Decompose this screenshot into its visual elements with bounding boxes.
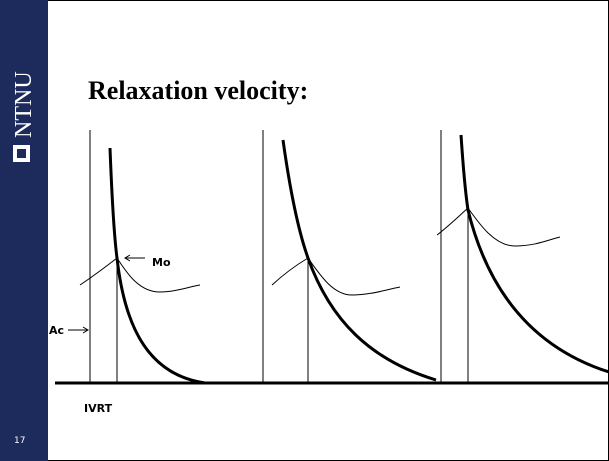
diagram — [55, 130, 609, 385]
slide-title: Relaxation velocity: — [88, 76, 308, 105]
sidebar — [0, 0, 48, 461]
thin-curve — [436, 207, 561, 247]
thin-curve — [271, 257, 401, 296]
thin-curve — [79, 257, 201, 293]
ac-label: Ac — [49, 324, 64, 337]
logo-icon-inner — [17, 149, 26, 158]
arrow-head — [124, 254, 131, 262]
page-number: 17 — [14, 436, 25, 446]
logo-text: NTNU — [11, 71, 37, 138]
ivrt-label: IVRT — [84, 402, 113, 415]
pressure-curve — [459, 134, 609, 374]
mo-label: Mo — [152, 256, 171, 269]
arrow-head — [82, 326, 89, 334]
pressure-curve — [108, 147, 206, 385]
